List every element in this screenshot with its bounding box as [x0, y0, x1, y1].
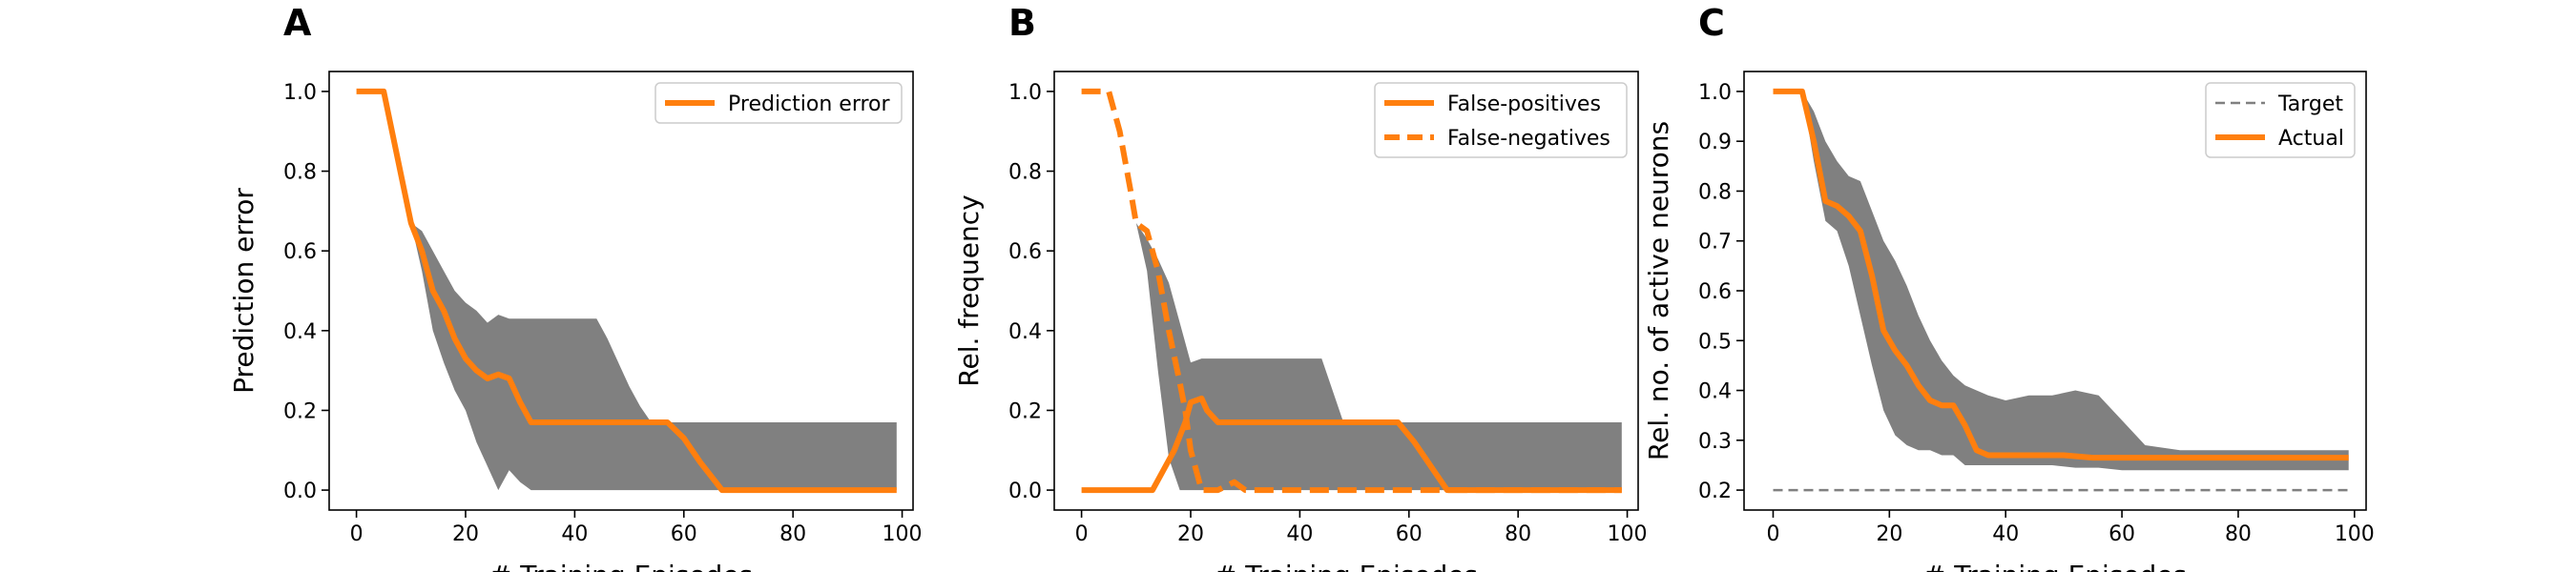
y-tick-label-b-2: 0.4: [1008, 320, 1042, 344]
y-axis-label-a: Prediction error: [228, 188, 260, 394]
y-axis-label-b: Rel. frequency: [953, 194, 985, 386]
axes-frame-a: [328, 71, 914, 511]
y-tick-label-a-0: 0.0: [283, 480, 317, 503]
y-tick-label-c-4: 0.6: [1698, 280, 1732, 304]
x-tick-label-a-2: 40: [561, 522, 588, 546]
x-tick-label-c-3: 60: [2109, 522, 2135, 546]
legend-label-a-0: Prediction error: [728, 92, 890, 116]
y-tick-label-b-3: 0.6: [1008, 240, 1042, 264]
band-area-a: [410, 222, 897, 491]
y-tick-label-b-0: 0.0: [1008, 480, 1042, 503]
x-tick-label-a-4: 80: [779, 522, 806, 546]
x-tick-label-c-1: 20: [1876, 522, 1902, 546]
y-tick-label-c-7: 0.9: [1698, 131, 1732, 154]
x-tick-label-b-1: 20: [1177, 522, 1204, 546]
band-area-c: [1801, 91, 2349, 471]
x-tick-label-c-2: 40: [1992, 522, 2019, 546]
x-tick-label-b-5: 100: [1608, 522, 1648, 546]
legend-label-c-0: Target: [2277, 92, 2343, 116]
x-axis-label-a: # Training Episodes: [489, 560, 753, 572]
legend-label-b-0: False-positives: [1447, 92, 1601, 116]
y-axis-label-c: Rel. no. of active neurons: [1643, 121, 1674, 460]
x-tick-label-c-0: 0: [1766, 522, 1779, 546]
x-axis-label-b: # Training Episodes: [1215, 560, 1478, 572]
panel-a: A # Training Episodes Prediction error 0…: [228, 2, 923, 572]
panel-b: B # Training Episodes Rel. frequency 0 20…: [953, 2, 1648, 572]
band-area-b: [1135, 222, 1622, 491]
y-tick-label-b-5: 1.0: [1008, 81, 1042, 105]
y-tick-label-c-3: 0.5: [1698, 330, 1732, 354]
y-tick-label-c-0: 0.2: [1698, 480, 1732, 503]
panel-letter-b: B: [1008, 2, 1036, 44]
x-tick-label-a-1: 20: [452, 522, 479, 546]
x-tick-label-c-4: 80: [2225, 522, 2252, 546]
x-tick-label-b-4: 80: [1505, 522, 1531, 546]
panel-c: C # Training Episodes Rel. no. of active…: [1643, 2, 2375, 572]
series-line-b-0: [1081, 395, 1622, 494]
y-tick-label-c-5: 0.7: [1698, 231, 1732, 255]
y-tick-label-a-3: 0.6: [283, 240, 317, 264]
legend-box-b: [1374, 82, 1628, 158]
y-tick-label-c-8: 1.0: [1698, 81, 1732, 105]
y-tick-label-b-4: 0.8: [1008, 161, 1042, 185]
legend-label-c-1: Actual: [2278, 127, 2344, 151]
series-line-c-1: [1773, 88, 2349, 461]
x-tick-label-b-3: 60: [1396, 522, 1423, 546]
axes-frame-b: [1053, 71, 1639, 511]
x-tick-label-a-3: 60: [671, 522, 697, 546]
y-tick-label-a-4: 0.8: [283, 161, 317, 185]
y-tick-label-b-1: 0.2: [1008, 399, 1042, 423]
y-tick-label-a-1: 0.2: [283, 399, 317, 423]
y-tick-label-c-1: 0.3: [1698, 430, 1732, 454]
x-tick-label-b-0: 0: [1075, 522, 1089, 546]
y-tick-label-a-5: 1.0: [283, 81, 317, 105]
legend-label-b-1: False-negatives: [1447, 127, 1610, 151]
x-tick-label-a-5: 100: [883, 522, 923, 546]
y-tick-label-c-6: 0.8: [1698, 180, 1732, 204]
panel-letter-a: A: [283, 2, 312, 44]
panel-letter-c: C: [1698, 2, 1725, 44]
x-axis-label-c: # Training Episodes: [1923, 560, 2187, 572]
x-tick-label-a-0: 0: [350, 522, 364, 546]
series-line-b-1: [1081, 88, 1622, 494]
x-tick-label-b-2: 40: [1286, 522, 1313, 546]
y-tick-label-c-2: 0.4: [1698, 380, 1732, 404]
x-tick-label-c-5: 100: [2335, 522, 2375, 546]
series-line-a-0: [356, 88, 897, 494]
legend-box-a: [654, 82, 903, 124]
y-tick-label-a-2: 0.4: [283, 320, 317, 344]
